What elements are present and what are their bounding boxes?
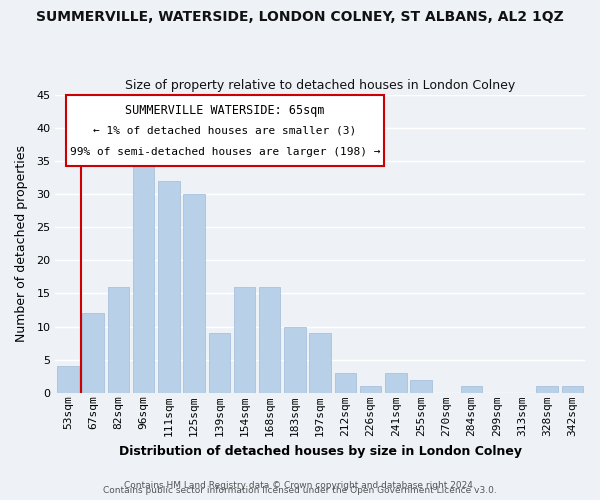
Bar [385,373,407,393]
Bar [310,333,331,393]
Bar [284,326,305,393]
Bar [158,180,179,393]
Text: Contains HM Land Registry data © Crown copyright and database right 2024.: Contains HM Land Registry data © Crown c… [124,481,476,490]
Bar [461,386,482,393]
Bar [82,314,104,393]
Bar [57,366,79,393]
Bar [107,287,129,393]
Text: SUMMERVILLE WATERSIDE: 65sqm: SUMMERVILLE WATERSIDE: 65sqm [125,104,325,117]
Bar [536,386,558,393]
Bar [133,154,154,393]
FancyBboxPatch shape [66,94,384,166]
Bar [234,287,255,393]
Text: ← 1% of detached houses are smaller (3): ← 1% of detached houses are smaller (3) [93,126,356,136]
Y-axis label: Number of detached properties: Number of detached properties [15,145,28,342]
Bar [562,386,583,393]
X-axis label: Distribution of detached houses by size in London Colney: Distribution of detached houses by size … [119,444,521,458]
Bar [184,194,205,393]
Bar [335,373,356,393]
Text: SUMMERVILLE, WATERSIDE, LONDON COLNEY, ST ALBANS, AL2 1QZ: SUMMERVILLE, WATERSIDE, LONDON COLNEY, S… [36,10,564,24]
Text: Contains public sector information licensed under the Open Government Licence v3: Contains public sector information licen… [103,486,497,495]
Bar [209,333,230,393]
Title: Size of property relative to detached houses in London Colney: Size of property relative to detached ho… [125,79,515,92]
Bar [360,386,382,393]
Bar [410,380,432,393]
Bar [259,287,280,393]
Text: 99% of semi-detached houses are larger (198) →: 99% of semi-detached houses are larger (… [70,147,380,157]
